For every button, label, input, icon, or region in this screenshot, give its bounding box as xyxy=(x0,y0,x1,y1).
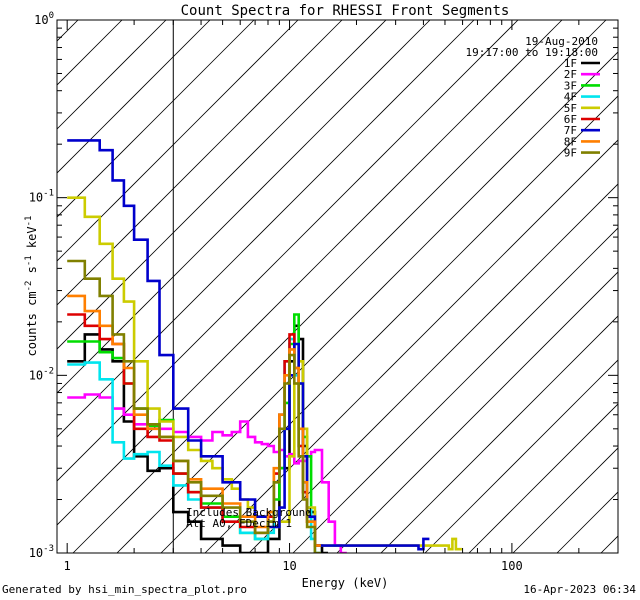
hatch-line xyxy=(57,20,211,174)
x-axis-label: Energy (keV) xyxy=(302,576,389,590)
generated-by-label: Generated by hsi_min_spectra_plot.pro xyxy=(2,583,248,596)
hatch-line xyxy=(57,20,123,86)
plot-frame xyxy=(56,19,619,554)
legend-label-3F: 3F xyxy=(564,79,577,92)
y-tick-exponent: 0 xyxy=(49,11,54,21)
y-tick-base: 10 xyxy=(29,368,43,382)
legend-label-5F: 5F xyxy=(564,102,577,115)
hatch-line xyxy=(57,20,343,306)
hatch-line xyxy=(424,359,618,553)
hatch-line xyxy=(380,315,618,553)
hatch-line xyxy=(57,20,519,482)
legend-label-2F: 2F xyxy=(564,68,577,81)
hatch-line xyxy=(57,20,387,350)
y-tick-base: 10 xyxy=(29,191,43,205)
legend-label-4F: 4F xyxy=(564,91,577,104)
annotation-attenuator: Att A0, FDecim 1 xyxy=(186,517,292,530)
series-line-9F xyxy=(67,259,321,553)
shaded-region xyxy=(57,20,618,553)
hatch-line xyxy=(57,20,299,262)
y-tick-label: 10-1 xyxy=(29,189,54,205)
hatch-line xyxy=(57,20,431,394)
y-label-sup3: -1 xyxy=(24,216,34,227)
legend-label-1F: 1F xyxy=(564,57,577,70)
hatch-line xyxy=(248,183,618,553)
hatch-line xyxy=(57,20,475,438)
hatch-line xyxy=(468,403,618,553)
y-label-mid: s xyxy=(25,266,39,280)
series-line-2F xyxy=(67,393,347,553)
hatch-line xyxy=(512,447,618,553)
series-line-5F xyxy=(67,196,462,551)
y-tick-exponent: -3 xyxy=(43,544,54,554)
y-tick-label: 10-2 xyxy=(29,366,54,382)
legend-label-9F: 9F xyxy=(564,147,577,160)
hatch-line xyxy=(116,51,618,553)
legend-label-8F: 8F xyxy=(564,135,577,148)
hatch-line xyxy=(57,20,563,526)
x-tick-label: 1 xyxy=(64,559,71,573)
y-tick-exponent: -2 xyxy=(43,366,54,376)
date-label: 19-Aug-2010 xyxy=(525,35,598,48)
annotation-background: Includes Background xyxy=(186,506,312,519)
y-label-sup1: -2 xyxy=(24,281,34,292)
timestamp-label: 16-Apr-2023 06:34 xyxy=(523,583,636,596)
series-layer xyxy=(67,139,462,553)
y-tick-label: 100 xyxy=(34,11,54,27)
y-label-mid2: keV xyxy=(25,226,39,255)
hatch-line xyxy=(600,535,618,553)
time-range-label: 19:17:00 to 19:18:00 xyxy=(466,46,598,59)
hatch-line xyxy=(336,271,618,553)
hatch-line xyxy=(57,20,167,130)
y-tick-base: 10 xyxy=(34,13,48,27)
x-tick-label: 100 xyxy=(501,559,523,573)
chart-title: Count Spectra for RHESSI Front Segments xyxy=(181,3,510,19)
hatch-line xyxy=(292,227,618,553)
y-tick-label: 10-3 xyxy=(29,544,54,560)
y-tick-base: 10 xyxy=(29,546,43,560)
y-axis-label: counts cm-2 s-1 keV-1 xyxy=(24,216,39,357)
x-tick-label: 10 xyxy=(282,559,296,573)
hatch-line xyxy=(72,20,607,553)
legend-label-6F: 6F xyxy=(564,113,577,126)
y-label-main: counts cm xyxy=(25,291,39,356)
y-tick-exponent: -1 xyxy=(43,189,54,199)
hatch-line xyxy=(57,20,79,42)
hatch-line xyxy=(57,20,255,218)
legend-label-7F: 7F xyxy=(564,124,577,137)
y-label-sup2: -1 xyxy=(24,255,34,266)
hatch-line xyxy=(160,95,618,553)
series-line-7F xyxy=(67,139,430,551)
